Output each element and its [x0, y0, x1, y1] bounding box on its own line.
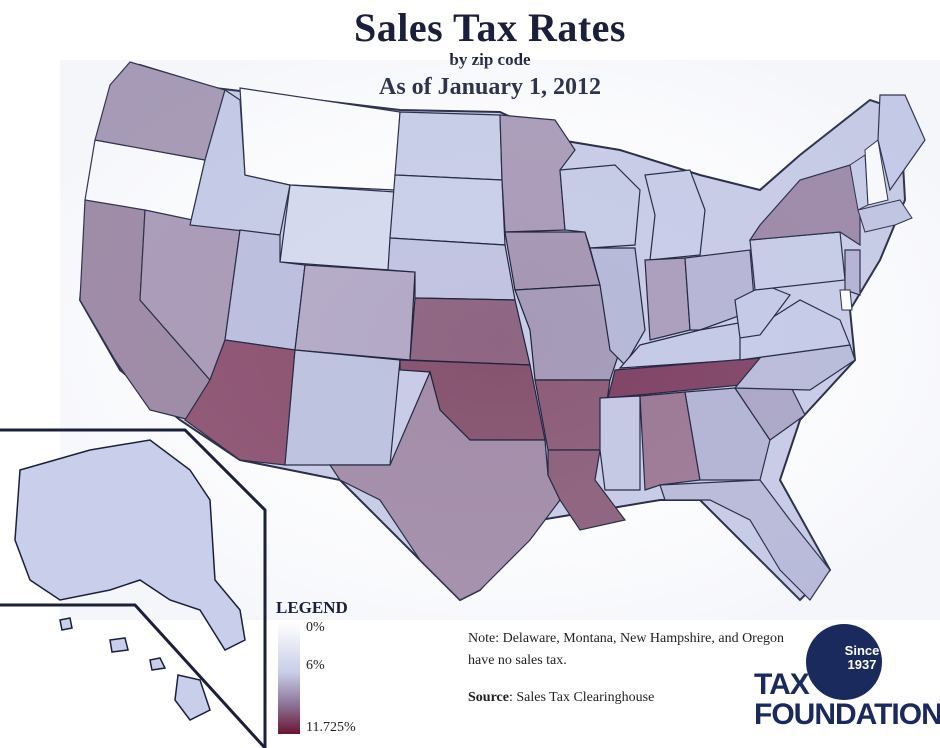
state-alaska [14, 439, 246, 651]
alaska-inset-frame [0, 428, 267, 748]
logo-circle [806, 624, 882, 700]
map-source: Source: Sales Tax Clearinghouse [468, 690, 654, 706]
logo-word-foundation: FOUNDATION [754, 698, 940, 731]
source-label: Source [468, 690, 509, 705]
logo-word-tax: TAX [754, 668, 810, 701]
map-title: Sales Tax Rates [354, 5, 626, 50]
legend-color-scale [278, 622, 300, 734]
logo-since: Since 1937 [842, 644, 882, 672]
logo-since-word: Since [844, 643, 880, 658]
legend-label-max: 11.725% [306, 720, 356, 735]
logo-wordmark: TAX FOUNDATION [754, 668, 940, 731]
state-hawaii [59, 617, 211, 721]
legend-label-mid: 6% [306, 658, 325, 673]
source-text: : Sales Tax Clearinghouse [508, 690, 655, 705]
map-note: Note: Delaware, Montana, New Hampshire, … [468, 631, 785, 668]
logo-since-year: 1937 [847, 657, 877, 672]
tax-foundation-logo: Since 1937 TAX FOUNDATION [754, 624, 940, 734]
hawaii-inset-frame [0, 603, 267, 748]
legend-label-min: 0% [306, 620, 325, 635]
legend-title: LEGEND [276, 598, 348, 617]
